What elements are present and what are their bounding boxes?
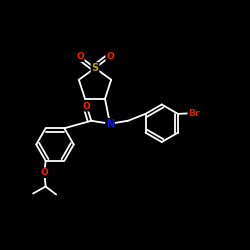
Text: O: O: [83, 102, 90, 111]
Text: Br: Br: [188, 109, 200, 118]
Text: O: O: [40, 168, 48, 177]
Text: S: S: [92, 63, 98, 73]
Text: N: N: [106, 119, 114, 129]
Text: O: O: [106, 52, 114, 61]
Text: O: O: [76, 52, 84, 61]
